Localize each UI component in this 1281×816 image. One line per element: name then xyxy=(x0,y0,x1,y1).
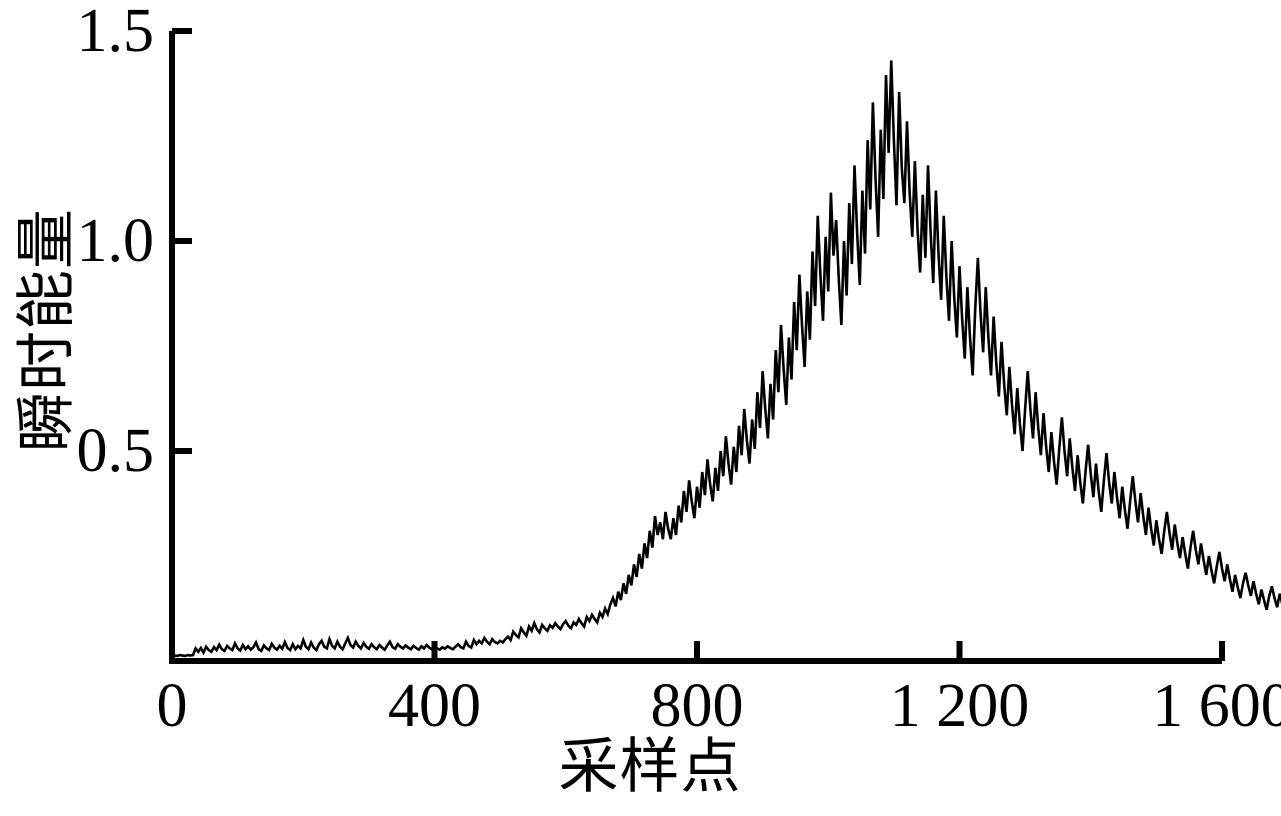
x-axis-title: 采样点 xyxy=(558,734,742,800)
y-axis-ticks xyxy=(172,28,192,454)
x-tick-label-1200: 1 200 xyxy=(889,672,1030,740)
axis-lines xyxy=(169,31,1222,664)
y-tick-label-0.5: 0.5 xyxy=(76,417,155,485)
data-series-group xyxy=(171,60,1281,658)
y-tick-label-1.5: 1.5 xyxy=(76,0,155,65)
series-line-instantaneous-energy xyxy=(171,60,1281,658)
x-tick-label-800: 800 xyxy=(650,672,744,740)
x-tick-label-1600: 1 600 xyxy=(1152,672,1281,740)
y-tick-label-1.0: 1.0 xyxy=(76,207,155,275)
x-axis-ticks xyxy=(431,641,1225,661)
y-axis-title: 瞬时能量 xyxy=(14,208,80,452)
x-tick-label-0: 0 xyxy=(156,672,188,740)
x-tick-label-400: 400 xyxy=(388,672,481,740)
